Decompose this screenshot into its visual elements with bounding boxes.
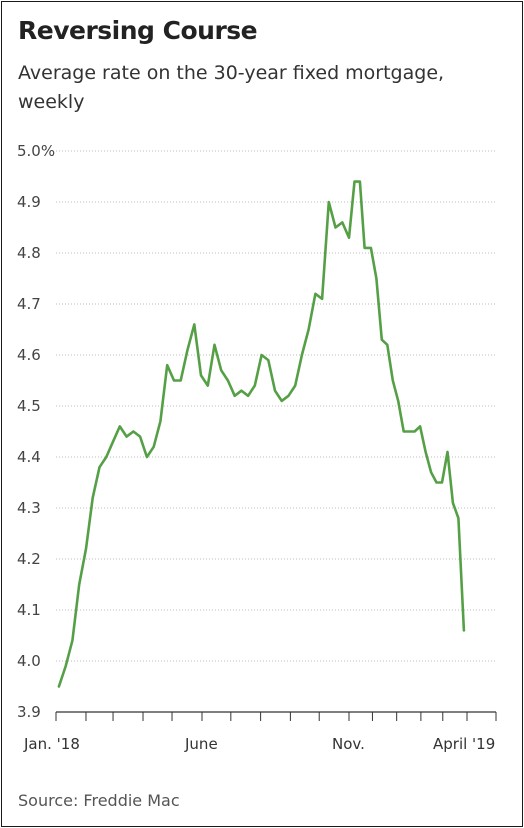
y-tick-label: 4.9: [17, 193, 41, 211]
y-tick-label: 4.2: [17, 550, 41, 568]
x-tick-label: June: [184, 735, 218, 753]
gridlines: [56, 150, 496, 662]
y-tick-label: 4.0: [17, 652, 41, 670]
y-tick-label: 4.5: [17, 397, 41, 415]
y-tick-label: 4.4: [17, 448, 41, 466]
x-tick-label: Nov.: [332, 735, 365, 753]
chart-source: Source: Freddie Mac: [18, 791, 180, 810]
y-tick-label: 4.6: [17, 346, 41, 364]
x-tick-label: Jan. '18: [23, 735, 80, 753]
y-tick-label: 5.0%: [17, 142, 55, 160]
y-tick-label: 4.7: [17, 295, 41, 313]
y-tick-label: 4.3: [17, 499, 41, 517]
series-line: [57, 180, 466, 688]
series-layer: [57, 180, 466, 688]
y-tick-label: 4.8: [17, 244, 41, 262]
chart-title: Reversing Course: [18, 16, 258, 45]
x-tick-label: April '19: [433, 735, 495, 753]
x-axis: Jan. '18 June Nov. April '19: [23, 711, 497, 753]
y-tick-label: 4.1: [17, 601, 41, 619]
y-axis-tick-labels: 5.0% 4.9 4.8 4.7 4.6 4.5 4.4 4.3 4.2 4.1 4.0 3.9: [17, 142, 55, 721]
y-tick-label: 3.9: [17, 703, 41, 721]
chart-subtitle: Average rate on the 30-year fixed mortga…: [18, 62, 445, 113]
